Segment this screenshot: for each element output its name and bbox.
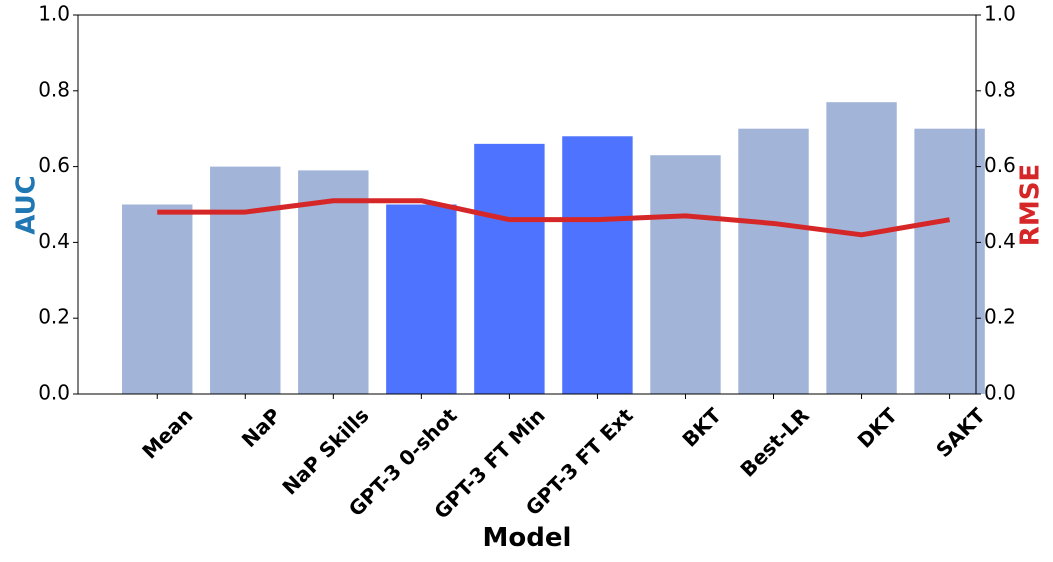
right-tick-label: 0.2 [984, 305, 1016, 329]
x-tick-label: NaP Skills [277, 403, 373, 499]
left-tick-label: 0.2 [38, 305, 70, 329]
bar-best-lr [738, 128, 809, 394]
bar-gpt-3-ft-min [474, 143, 545, 394]
y-axis-title-auc: AUC [12, 175, 42, 235]
x-tick-label: BKT [677, 403, 726, 452]
bar-nap-skills [298, 170, 369, 394]
right-tick-label: 1.0 [984, 2, 1016, 26]
left-tick-label: 0.8 [38, 77, 70, 101]
rmse-line [157, 198, 951, 238]
x-tick-label: Best-LR [736, 403, 814, 481]
bar-mean [122, 204, 193, 394]
bar-gpt-3-ft-ext [562, 136, 633, 394]
right-tick-label: 0.4 [984, 229, 1016, 253]
bar-dkt [826, 102, 897, 395]
bar-nap [210, 166, 281, 394]
x-tick-label: Mean [137, 403, 197, 463]
bar-bkt [650, 155, 721, 394]
right-tick-label: 0.0 [984, 381, 1016, 405]
x-tick-label: NaP [237, 403, 286, 452]
rmse-line-group [157, 198, 951, 238]
bar-group [122, 102, 985, 395]
left-tick-label: 1.0 [38, 2, 70, 26]
left-axis-ticks: 0.0 0.2 0.4 0.6 0.8 1.0 [38, 2, 78, 405]
right-tick-label: 0.8 [984, 77, 1016, 101]
left-tick-label: 0.4 [38, 229, 70, 253]
bar-sakt [914, 128, 985, 394]
plot-frame [77, 14, 977, 395]
left-tick-label: 0.6 [38, 153, 70, 177]
x-axis-title: Model [483, 523, 572, 553]
x-tick-label: SAKT [931, 403, 990, 462]
left-tick-label: 0.0 [38, 381, 70, 405]
right-axis-ticks: 0.0 0.2 0.4 0.6 0.8 1.0 [976, 2, 1016, 405]
right-tick-label: 0.6 [984, 153, 1016, 177]
x-tick-label: DKT [853, 403, 903, 453]
bar-gpt-3-0-shot [386, 204, 457, 394]
y-axis-title-rmse: RMSE [1016, 164, 1046, 246]
